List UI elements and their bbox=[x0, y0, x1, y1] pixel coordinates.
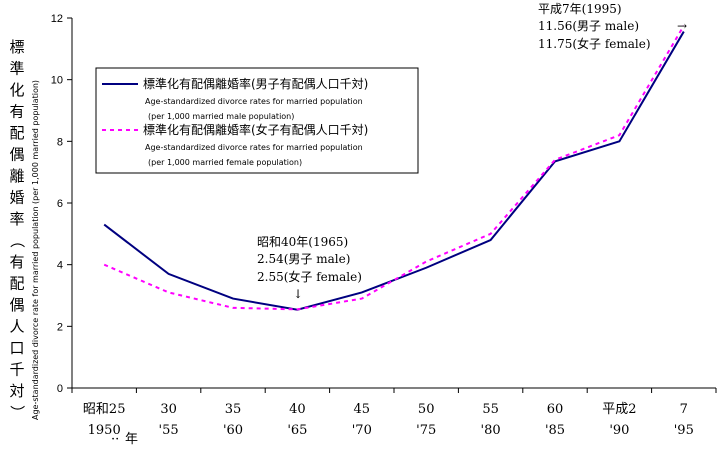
y-label-char: 率 bbox=[9, 210, 24, 228]
y-tick-label: 8 bbox=[57, 136, 63, 148]
y-label-char: 偶 bbox=[9, 296, 24, 314]
y-label-char: 対 bbox=[9, 382, 24, 400]
x-tick-label-top: 55 bbox=[482, 402, 499, 417]
y-label-char: 口 bbox=[9, 339, 24, 357]
y-label-char: 化 bbox=[9, 81, 24, 99]
y-label-char: 配 bbox=[9, 275, 24, 293]
x-tick-label-top: 30 bbox=[160, 402, 177, 417]
y-label-char: 配 bbox=[9, 124, 24, 142]
y-label-char: 離 bbox=[9, 167, 24, 185]
legend-desc1-female: Age-standardized divorce rates for marri… bbox=[145, 143, 363, 152]
y-label-char: 準 bbox=[9, 60, 24, 78]
legend-label-male: 標準化有配偶離婚率(男子有配偶人口千対) bbox=[143, 76, 368, 91]
y-label-char: 婚 bbox=[9, 189, 24, 207]
legend-desc2-male: (per 1,000 married male population) bbox=[148, 112, 294, 121]
series-layer bbox=[103, 25, 685, 311]
legend-desc1-male: Age-standardized divorce rates for marri… bbox=[145, 97, 363, 106]
y-axis-label-jp: 標準化有配偶離婚率（有配偶人口千対） bbox=[8, 38, 26, 420]
x-axis-unit-label: 年 bbox=[125, 432, 138, 447]
y-tick-label: 12 bbox=[51, 13, 63, 25]
annotation-1965: 昭和40年(1965) 2.54(男子 male) 2.55(女子 female… bbox=[257, 235, 362, 301]
legend: 標準化有配偶離婚率(男子有配偶人口千対) Age-standardized di… bbox=[95, 67, 419, 174]
annotation-1965-line2: 2.54(男子 male) bbox=[257, 252, 350, 266]
y-tick-label: 0 bbox=[57, 383, 63, 395]
y-tick-label: 2 bbox=[57, 321, 63, 333]
annotation-1995-arrow: → bbox=[677, 19, 687, 33]
y-label-char: （ bbox=[8, 233, 26, 248]
series-line-male bbox=[103, 31, 685, 311]
x-tick-label-bottom: '90 bbox=[609, 423, 629, 438]
annotation-1995: 平成7年(1995) 11.56(男子 male) → 11.75(女子 fem… bbox=[538, 2, 687, 51]
x-tick-label-bottom: '75 bbox=[416, 423, 436, 438]
annotation-1965-line1: 昭和40年(1965) bbox=[257, 235, 348, 249]
legend-label-female: 標準化有配偶離婚率(女子有配偶人口千対) bbox=[143, 122, 368, 137]
x-tick-label-bottom: '65 bbox=[287, 423, 307, 438]
x-tick-label-top: 60 bbox=[547, 402, 564, 417]
x-tick-label-top: 50 bbox=[418, 402, 435, 417]
x-tick-label-top: 40 bbox=[289, 402, 306, 417]
y-label-char: 偶 bbox=[9, 146, 24, 164]
x-axis-unit-dots: ·· bbox=[111, 432, 119, 447]
x-tick-label-bottom: 1950 bbox=[88, 423, 121, 438]
y-tick-label: 4 bbox=[57, 260, 63, 272]
x-tick-label-top: 昭和25 bbox=[83, 402, 126, 417]
annotation-1995-line2: 11.56(男子 male) bbox=[538, 19, 639, 33]
annotation-1995-line1: 平成7年(1995) bbox=[538, 2, 622, 16]
x-tick-label-bottom: '60 bbox=[223, 423, 243, 438]
x-tick-label-top: 平成2 bbox=[602, 402, 636, 417]
x-tick-label-bottom: '95 bbox=[674, 423, 694, 438]
x-tick-label-top: 7 bbox=[680, 402, 688, 417]
y-label-char: 千 bbox=[9, 361, 24, 379]
y-label-char: 有 bbox=[9, 103, 24, 121]
y-tick-label: 10 bbox=[51, 75, 63, 87]
annotation-1965-line3: 2.55(女子 female) bbox=[257, 269, 362, 284]
x-ticks: 昭和25 1950 30 '55 35 '60 40 '65 45 '70 50 '75 55 '80 60… bbox=[71, 388, 717, 438]
y-ticks: 0 2 4 6 8 10 12 bbox=[51, 13, 72, 395]
x-tick-label-bottom: '70 bbox=[352, 423, 372, 438]
y-label-char: ） bbox=[8, 405, 26, 420]
x-tick-label-bottom: '85 bbox=[545, 423, 565, 438]
annotation-1995-line3: 11.75(女子 female) bbox=[538, 36, 651, 51]
legend-box bbox=[95, 67, 419, 174]
y-label-char: 人 bbox=[9, 318, 24, 336]
annotation-1965-arrow: ↓ bbox=[293, 287, 303, 301]
x-tick-label-top: 35 bbox=[225, 402, 242, 417]
x-tick-label-bottom: '55 bbox=[159, 423, 179, 438]
y-label-char: 有 bbox=[9, 253, 24, 271]
legend-desc2-female: (per 1,000 married female population) bbox=[148, 158, 302, 167]
x-tick-label-bottom: '80 bbox=[481, 423, 501, 438]
y-axis-label-en: Age-standardized divorce rate for marrie… bbox=[31, 80, 40, 420]
y-label-char: 標 bbox=[9, 38, 24, 56]
x-tick-label-top: 45 bbox=[354, 402, 371, 417]
y-tick-label: 6 bbox=[57, 198, 63, 210]
